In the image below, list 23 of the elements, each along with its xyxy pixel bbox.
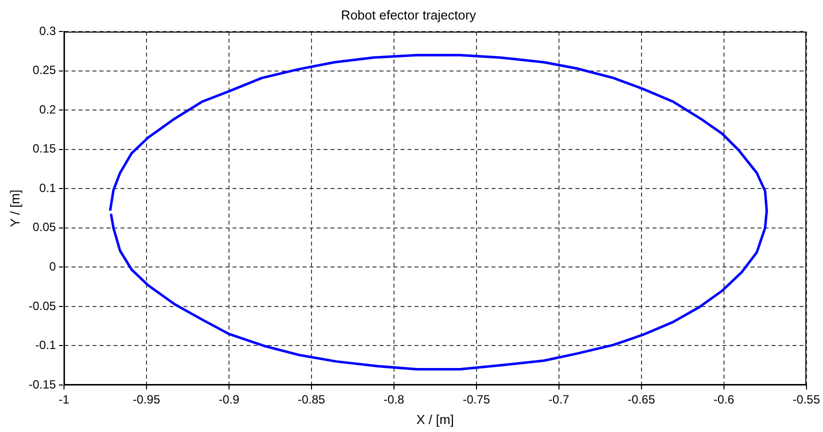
y-tick-label: -0.1: [35, 338, 56, 352]
x-tick-label: -0.85: [298, 392, 326, 407]
x-tick-label: -0.9: [218, 392, 240, 407]
y-axis-title: Y / [m]: [7, 190, 22, 227]
y-tick-label: -0.15: [28, 377, 56, 392]
chart-title: Robot efector trajectory: [340, 7, 477, 22]
x-axis-title: X / [m]: [416, 412, 454, 427]
y-tick-label: 0.05: [32, 220, 56, 234]
x-tick-label: -0.75: [462, 392, 490, 407]
y-tick-label: 0.15: [32, 142, 56, 156]
x-tick-label: -0.55: [792, 392, 820, 407]
x-tick-label: -0.8: [384, 392, 405, 407]
y-tick-label: 0.25: [32, 63, 56, 78]
y-tick-label: 0.2: [39, 102, 56, 116]
x-tick-label: -0.95: [132, 392, 160, 407]
x-tick-label: -1: [58, 392, 70, 407]
x-tick-label: -0.65: [628, 392, 656, 407]
x-tick-label: -0.6: [713, 392, 734, 407]
y-tick-label: 0: [49, 260, 56, 274]
y-tick-label: -0.05: [28, 298, 56, 313]
y-tick-label: 0.1: [39, 180, 56, 195]
x-tick-label: -0.7: [548, 392, 570, 407]
y-tick-label: 0.3: [39, 24, 56, 38]
